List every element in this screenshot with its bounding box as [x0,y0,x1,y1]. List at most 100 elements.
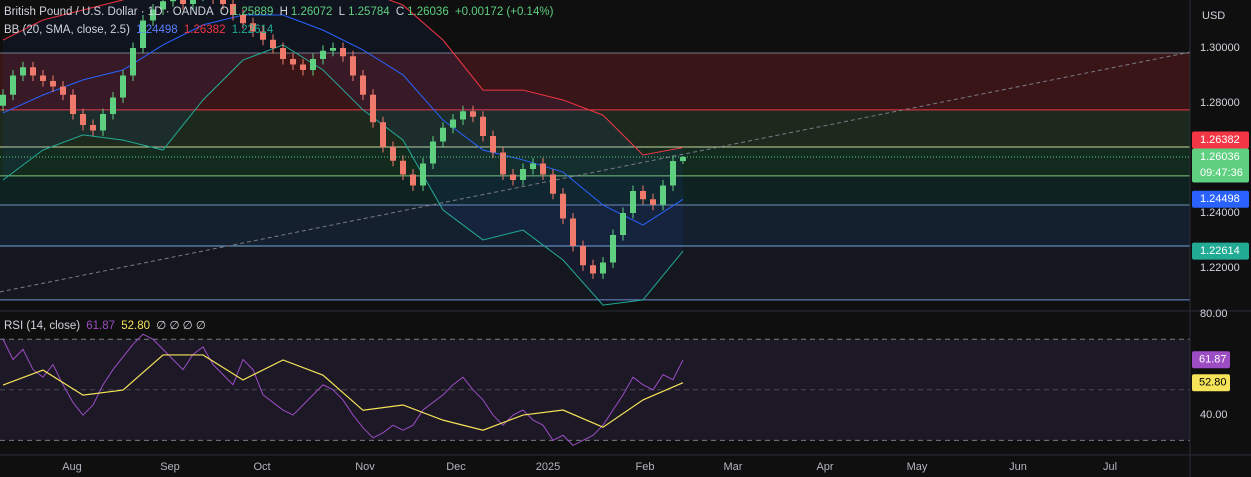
candle-body [660,185,666,205]
y-tick-label: 1.24000 [1200,207,1240,219]
x-tick-label: Apr [816,461,833,473]
candle-body [430,141,436,164]
candle-body [290,58,296,65]
candle-body [220,0,226,4]
candle-body [300,64,306,70]
candle-body [640,190,646,200]
candle-body [360,75,366,95]
rsi-ma-badge-label: 52.80 [1199,377,1227,389]
x-tick-label: Aug [62,461,82,473]
ohlc-letter: H [279,6,288,18]
candle-body [450,119,456,128]
rsi-ma-value: 52.80 [121,320,151,332]
candle-body [150,9,156,21]
x-tick-label: Mar [724,461,743,473]
candle-body [230,3,236,15]
x-tick-label: May [907,461,928,473]
ohlc-open: 1.25889 [231,6,274,18]
bb-lower-value: 1.22614 [231,24,274,36]
bb-fill [3,0,683,306]
ohlc-close: 1.26036 [407,6,449,18]
candle-body [250,23,256,32]
countdown: 09:47:36 [1200,167,1243,179]
candle-body [320,50,326,59]
candle-body [60,86,66,95]
candle-body [480,116,486,136]
candle-body [20,67,26,76]
bb-basis [2,14,684,226]
price-badge-label: 1.26036 [1200,151,1240,163]
x-tick-label: 2025 [536,461,560,473]
level-band [0,146,1190,176]
rsi-line [2,333,684,447]
rsi-name[interactable]: RSI (14, close) [4,320,81,332]
candle-body [310,58,316,70]
ohlc-low: 1.25784 [348,6,390,18]
candle-body [400,160,406,175]
candle-body [420,163,426,186]
price-badge-label: 1.22614 [1200,245,1240,257]
x-tick-label: Jul [1103,461,1117,473]
level-band [0,52,1190,110]
candle-body [30,67,36,76]
y-tick-label: 1.28000 [1200,97,1240,109]
candle-body [50,80,56,87]
bb-name[interactable]: BB (20, SMA, close, 2.5) [4,24,130,36]
change: +0.00172 (+0.14%) [454,6,554,18]
rsi-value: 61.87 [86,320,116,332]
rsi-badge [1192,351,1230,369]
level-band [0,109,1190,147]
price-badge [1192,148,1249,183]
rsi-extra: ∅ ∅ ∅ ∅ [156,320,206,332]
candle-body [10,75,16,95]
price-pane [0,0,1190,306]
bb-legend: BB (20, SMA, close, 2.5) 1.24498 1.26382… [4,24,276,36]
candle-body [380,122,386,147]
candle-body [610,235,616,263]
candle-body [490,135,496,153]
candle-body [240,14,246,24]
candle-body [190,0,196,4]
candle-body [510,174,516,180]
x-tick-label: Nov [355,461,375,473]
price-badge [1192,190,1249,208]
bb-basis-value: 1.24498 [136,24,178,36]
price-badge-label: 1.26382 [1200,134,1240,146]
ohlc-letter: C [395,6,405,18]
candle-body [110,97,116,114]
trend-line [0,51,1190,293]
candle-body [440,127,446,142]
price-badge [1192,131,1249,149]
candle-body [460,111,466,120]
candle-body [590,265,596,274]
candle-body [560,193,566,219]
candle-body [170,0,176,2]
candle-body [90,124,96,131]
candle-body [180,0,186,4]
currency[interactable]: USD [1202,10,1225,22]
x-tick-label: Sep [160,461,180,473]
candle-body [330,47,336,51]
y-tick-label: 1.22000 [1200,262,1240,274]
candle-body [280,47,286,59]
candle-body [620,213,626,236]
candle-body [370,94,376,123]
x-tick-label: Jun [1009,461,1027,473]
x-tick-label: Feb [636,461,655,473]
candle-body [410,174,416,186]
rsi-ma-badge [1192,374,1230,392]
level-band [0,175,1190,206]
ohlc-high: 1.26072 [290,6,333,18]
candle-body [650,199,656,205]
candle-body [390,146,396,161]
symbol-title[interactable]: British Pound / U.S. Dollar · 1D · OANDA [4,6,214,18]
x-tick-label: Oct [253,461,270,473]
candle-body [140,20,146,48]
rsi-tick-label: 40.00 [1200,409,1228,421]
candle-body [120,75,126,98]
ohlc-letter: O [219,6,229,18]
rsi-ma-line [2,354,684,431]
candle-body [570,218,576,247]
